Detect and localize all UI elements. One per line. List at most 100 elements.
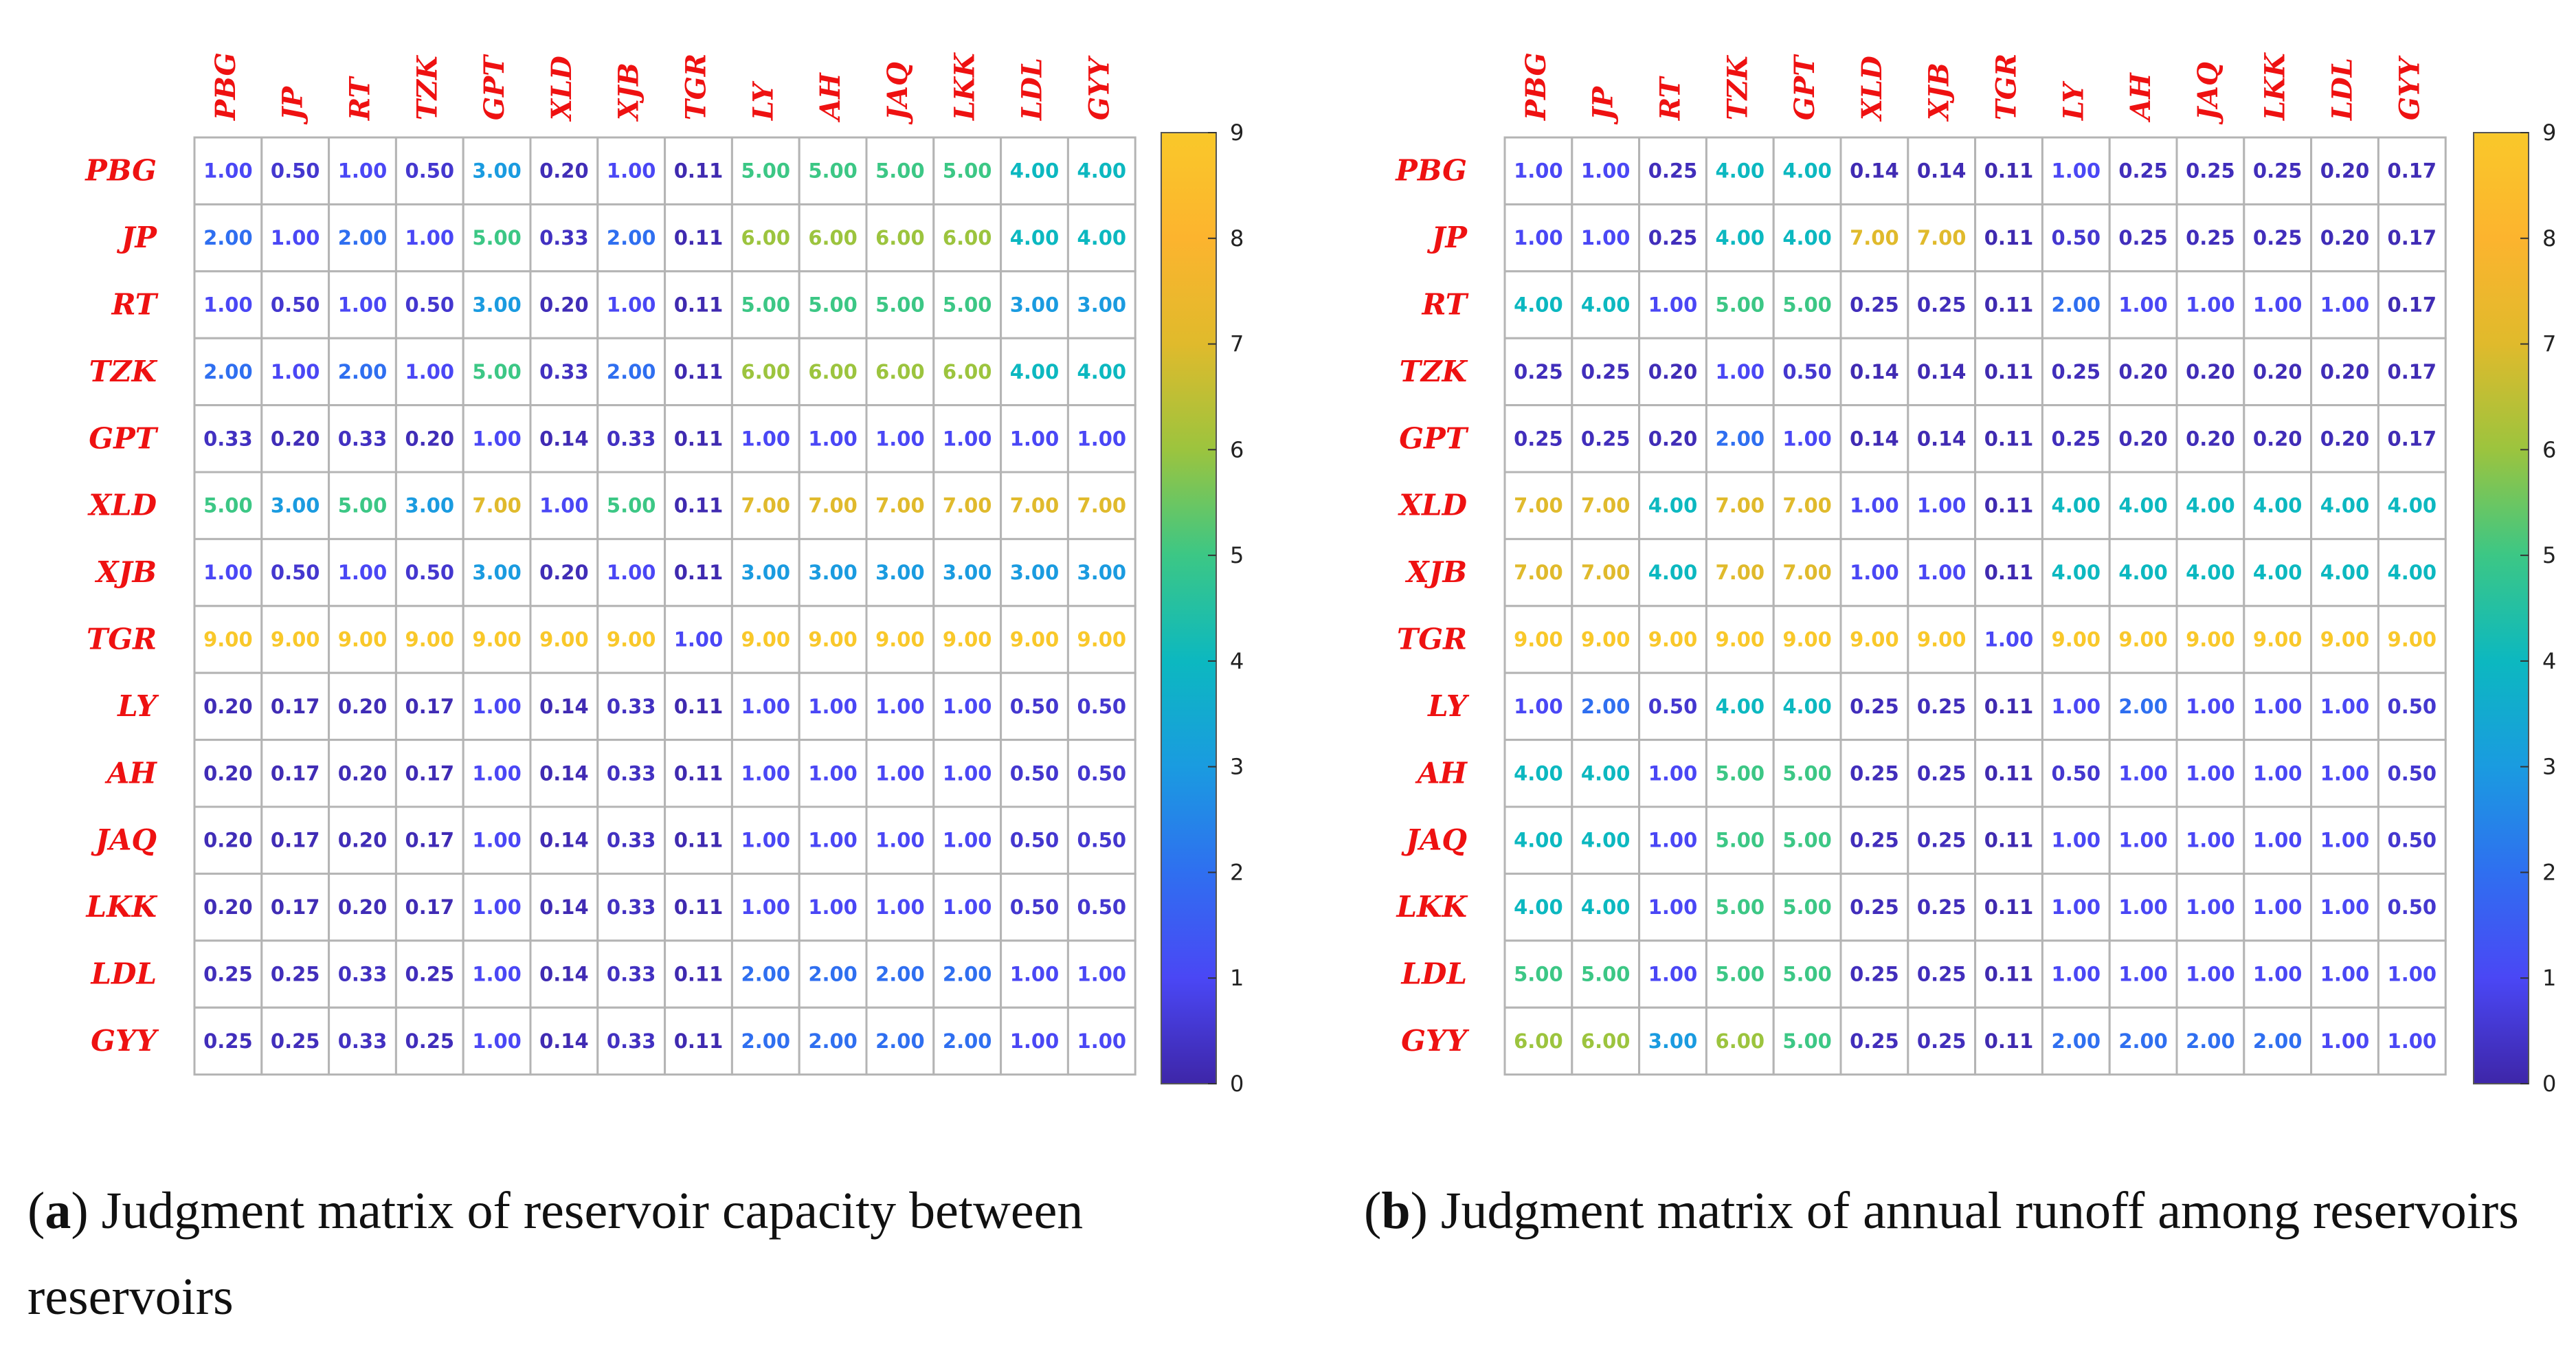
cell-a-ly-ly	[730, 671, 800, 742]
cell-value-a-ah-tgr: 0.11	[674, 761, 724, 785]
cell-value-a-rt-ldl: 3.00	[1010, 293, 1060, 317]
cell-a-gpt-jaq	[865, 404, 935, 473]
cell-value-a-ly-tzk: 0.17	[405, 695, 455, 718]
cell-value-a-rt-ah: 5.00	[808, 293, 858, 317]
cell-value-b-ly-gyy: 0.50	[2388, 695, 2437, 718]
cell-value-a-ly-gyy: 0.50	[1077, 695, 1127, 718]
cell-value-a-gyy-xjb: 0.33	[607, 1029, 656, 1053]
cell-b-xjb-gpt	[1772, 537, 1842, 607]
cell-b-pbg-ldl	[2310, 136, 2379, 205]
cell-value-b-ldl-xld: 0.25	[1850, 963, 1899, 986]
cell-value-b-ah-gyy: 0.50	[2388, 761, 2437, 785]
cell-a-jp-ly	[730, 203, 800, 273]
cell-value-a-pbg-pbg: 1.00	[203, 159, 253, 183]
cell-a-xjb-jaq	[865, 537, 935, 607]
cell-value-b-lkk-ah: 1.00	[2118, 895, 2168, 919]
cell-b-xld-ldl	[2310, 471, 2379, 540]
cell-value-b-ly-gpt: 4.00	[1782, 695, 1832, 718]
cell-a-tzk-tzk	[394, 337, 464, 407]
cell-b-gyy-lkk	[2243, 1006, 2313, 1076]
colorbar-tick-b-9: 9	[2542, 120, 2556, 146]
cell-b-rt-ly	[2041, 270, 2111, 339]
cell-value-b-tzk-gpt: 0.50	[1782, 360, 1832, 383]
cell-b-gyy-xld	[1839, 1006, 1909, 1076]
cell-value-a-tgr-jp: 9.00	[271, 628, 320, 651]
cell-a-jaq-jaq	[865, 805, 935, 875]
cell-value-b-xld-lkk: 4.00	[2253, 494, 2303, 517]
cell-value-b-ly-xld: 0.25	[1850, 695, 1899, 718]
cell-b-ly-ly	[2041, 671, 2111, 742]
cell-value-a-xld-ly: 7.00	[741, 494, 791, 517]
cell-b-lkk-pbg	[1503, 872, 1573, 942]
cell-b-ldl-rt	[1638, 939, 1707, 1009]
cell-b-lkk-ly	[2041, 872, 2111, 942]
cell-b-xld-gyy	[2377, 471, 2447, 540]
cell-a-tzk-xld	[529, 337, 599, 407]
cell-value-b-gyy-xld: 0.25	[1850, 1029, 1899, 1053]
col-label-b-ly: LY	[2057, 80, 2090, 121]
cell-a-tgr-ah	[798, 605, 868, 674]
cell-value-a-lkk-lkk: 1.00	[943, 895, 992, 919]
cell-b-tzk-gyy	[2377, 337, 2447, 407]
colorbar-tick-b-8: 8	[2542, 225, 2556, 252]
cell-a-xjb-gyy	[1066, 537, 1136, 607]
cell-value-b-xjb-lkk: 4.00	[2253, 561, 2303, 584]
cell-a-jp-xjb	[596, 203, 667, 273]
row-label-b-xld: XLD	[1397, 489, 1467, 522]
cell-value-b-rt-tgr: 0.11	[1984, 293, 2034, 317]
cell-value-b-jp-tzk: 4.00	[1716, 226, 1765, 249]
cell-value-a-ah-jp: 0.17	[271, 761, 320, 785]
cell-value-b-pbg-gpt: 4.00	[1782, 159, 1832, 183]
cell-value-a-xjb-xld: 0.20	[539, 561, 589, 584]
cell-value-a-pbg-xjb: 1.00	[607, 159, 656, 183]
col-label-a-xld: XLD	[546, 56, 578, 122]
cell-value-a-rt-jaq: 5.00	[875, 293, 925, 317]
cell-value-a-jaq-xjb: 0.33	[607, 829, 656, 852]
cell-a-tzk-ly	[730, 337, 800, 407]
cell-value-a-tgr-xld: 9.00	[539, 628, 589, 651]
cell-value-a-lkk-tgr: 0.11	[674, 895, 724, 919]
cell-b-jp-pbg	[1503, 203, 1573, 273]
cell-value-a-ldl-ly: 2.00	[741, 963, 791, 986]
cell-value-b-xjb-tzk: 7.00	[1716, 561, 1765, 584]
cell-value-a-lkk-gpt: 1.00	[472, 895, 522, 919]
row-label-b-ah: AH	[1415, 756, 1468, 790]
cell-value-a-ldl-gpt: 1.00	[472, 963, 522, 986]
cell-value-b-tgr-tgr: 1.00	[1984, 628, 2034, 651]
cell-value-a-gpt-jaq: 1.00	[875, 427, 925, 450]
cell-a-lkk-lkk	[932, 872, 1003, 942]
cell-b-pbg-xjb	[1907, 136, 1977, 205]
cell-value-b-gyy-ly: 2.00	[2052, 1029, 2101, 1053]
cell-b-jaq-gyy	[2377, 805, 2447, 875]
cell-value-b-jaq-rt: 1.00	[1648, 829, 1698, 852]
cell-b-tgr-ly	[2041, 605, 2111, 674]
cell-value-a-lkk-tzk: 0.17	[405, 895, 455, 919]
cell-value-a-xjb-pbg: 1.00	[203, 561, 253, 584]
cell-b-rt-pbg	[1503, 270, 1573, 339]
cell-a-ldl-ldl	[1000, 939, 1069, 1009]
cell-value-a-jp-ah: 6.00	[808, 226, 858, 249]
cell-value-b-pbg-lkk: 0.25	[2253, 159, 2303, 183]
cell-b-xjb-pbg	[1503, 537, 1573, 607]
cell-value-a-xjb-jp: 0.50	[271, 561, 320, 584]
cell-a-rt-ly	[730, 270, 800, 339]
cell-b-jaq-xld	[1839, 805, 1909, 875]
cell-value-a-ly-rt: 0.20	[338, 695, 388, 718]
cell-b-pbg-tgr	[1974, 136, 2043, 205]
cell-value-a-tzk-gyy: 4.00	[1077, 360, 1127, 383]
cell-value-b-jp-lkk: 0.25	[2253, 226, 2303, 249]
cell-b-tgr-jaq	[2175, 605, 2245, 674]
cell-a-gpt-gyy	[1066, 404, 1136, 473]
cell-value-a-pbg-gpt: 3.00	[472, 159, 522, 183]
cell-a-pbg-gyy	[1066, 136, 1136, 205]
cell-value-b-tzk-ldl: 0.20	[2320, 360, 2370, 383]
cell-value-b-lkk-tzk: 5.00	[1716, 895, 1765, 919]
cell-a-ldl-gpt	[462, 939, 532, 1009]
cell-value-a-xld-tzk: 3.00	[405, 494, 455, 517]
cell-value-a-ah-gpt: 1.00	[472, 761, 522, 785]
cell-value-b-ldl-ah: 1.00	[2118, 963, 2168, 986]
col-label-b-pbg: PBG	[1520, 52, 1552, 121]
cell-value-b-gyy-pbg: 6.00	[1514, 1029, 1563, 1053]
cell-value-b-xjb-xjb: 1.00	[1917, 561, 1967, 584]
